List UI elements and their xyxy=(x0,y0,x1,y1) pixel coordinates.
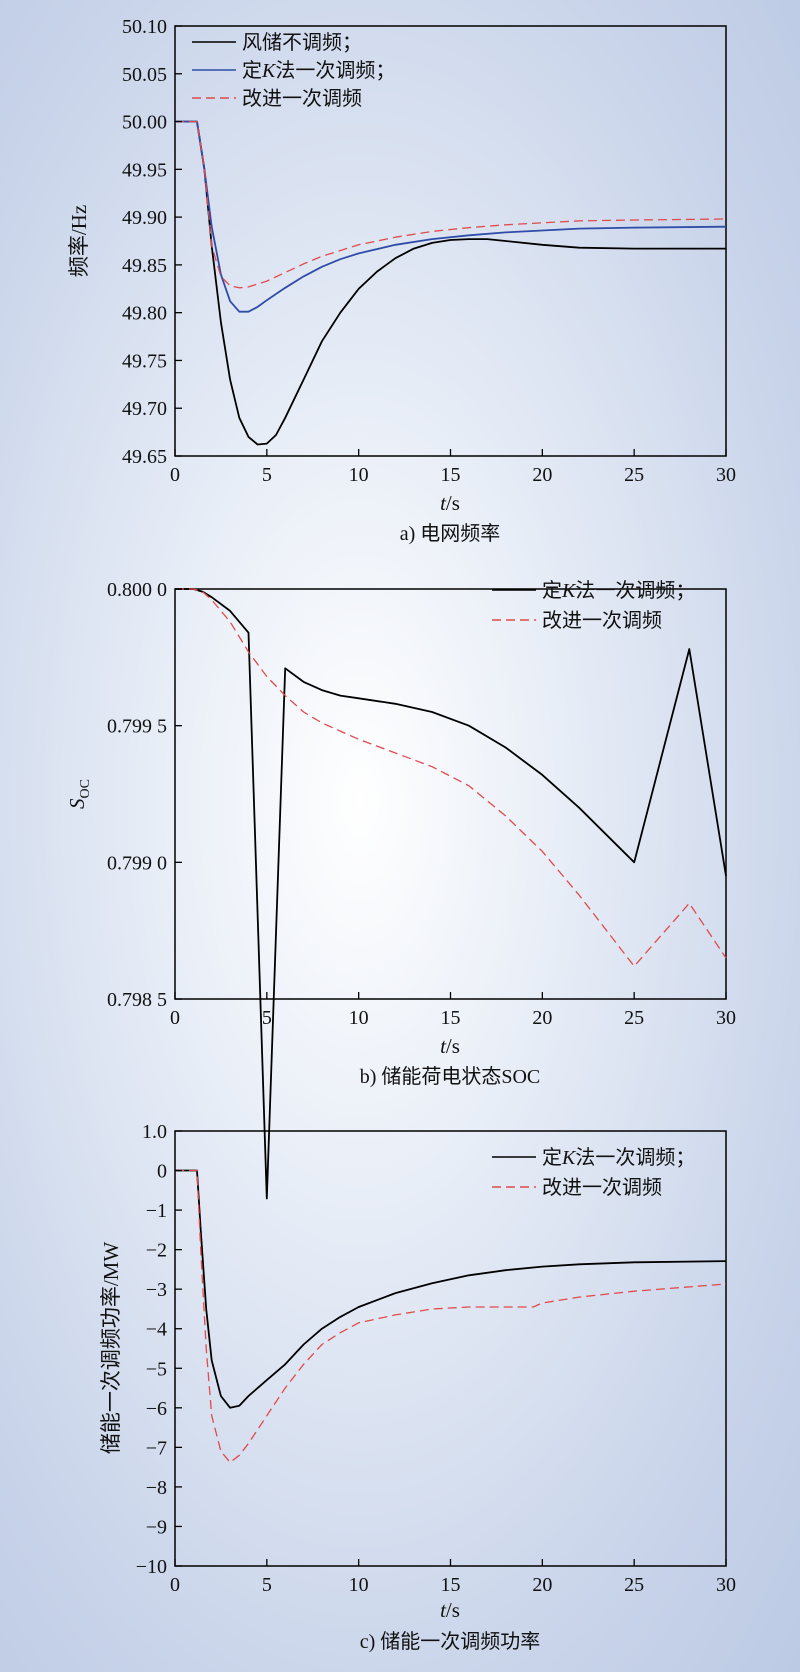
ticks-layer-c: 0 5 10 15 20 25 30 1.0 0 −1 −2 −3 −4 −5 −6 −7 −8 −9 −10 xyxy=(136,1121,736,1596)
series-line-a-1 xyxy=(175,120,727,313)
y-tick-label: 49.90 xyxy=(122,207,167,229)
x-tick-label: 25 xyxy=(624,1574,644,1596)
y-tick-label: 50.05 xyxy=(122,64,167,86)
x-axis-label-c: t/s xyxy=(440,1598,460,1622)
panel-b-soc: 0 5 10 15 20 25 30 0.800 0 0.799 5 0.799 0 0.798 5… xyxy=(65,579,736,1200)
legend-label: 改进一次调频 xyxy=(542,1176,662,1199)
y-tick-label: 49.65 xyxy=(122,446,167,468)
panel-c-power: 0 5 10 15 20 25 30 1.0 0 −1 −2 −3 −4 −5 −6 −7 −8 −9 −10 t/… xyxy=(99,1121,736,1653)
x-tick-label: 10 xyxy=(349,1007,369,1029)
y-tick-label: 49.85 xyxy=(122,255,167,277)
series-line-b-1 xyxy=(175,588,727,967)
caption-b: b) 储能荷电状态SOC xyxy=(360,1065,541,1088)
y-tick-label: −10 xyxy=(136,1556,167,1578)
x-tick-label: 30 xyxy=(716,464,736,486)
legend-a: 风储不调频； 定K法一次调频； 改进一次调频 xyxy=(192,31,395,110)
x-tick-label: 30 xyxy=(716,1007,736,1029)
series-layer-c xyxy=(175,1169,727,1464)
y-tick-label: 0.798 5 xyxy=(107,989,167,1011)
y-tick-label: −7 xyxy=(146,1437,167,1459)
x-tick-label: 10 xyxy=(349,464,369,486)
y-tick-label: −8 xyxy=(146,1477,167,1499)
y-axis-label-b: SOC xyxy=(65,779,93,809)
y-tick-label: 0.799 5 xyxy=(107,716,167,738)
x-tick-label: 20 xyxy=(532,1574,552,1596)
x-tick-label: 30 xyxy=(716,1574,736,1596)
y-tick-label: −6 xyxy=(146,1398,167,1420)
y-tick-label: 49.75 xyxy=(122,350,167,372)
y-tick-label: 0 xyxy=(157,1161,167,1183)
y-tick-label: 50.10 xyxy=(122,16,167,38)
x-tick-label: 5 xyxy=(262,1007,272,1029)
series-layer-a xyxy=(175,120,727,446)
y-tick-label: −2 xyxy=(146,1240,167,1262)
legend-label: 定K法一次调频； xyxy=(542,1146,695,1169)
ticks-layer-a: 0 5 10 15 20 25 30 50.10 50.05 50.00 49.95 49.90 49.… xyxy=(122,16,736,486)
panel-a-frequency: 0 5 10 15 20 25 30 50.10 50.05 50.00 49.95 49.90 49.… xyxy=(67,16,736,545)
ticks-layer-b: 0 5 10 15 20 25 30 0.800 0 0.799 5 0.799 0 0.798 5 xyxy=(107,579,736,1029)
series-line-b-0 xyxy=(175,588,727,1200)
series-layer-b xyxy=(175,588,727,1200)
y-tick-label: −3 xyxy=(146,1279,167,1301)
series-line-a-2 xyxy=(175,120,727,289)
x-tick-label: 10 xyxy=(349,1574,369,1596)
y-tick-label: 50.00 xyxy=(122,112,167,134)
y-tick-label: −4 xyxy=(146,1319,167,1341)
legend-label: 改进一次调频 xyxy=(242,87,362,110)
x-tick-label: 5 xyxy=(262,464,272,486)
x-axis-label-a: t/s xyxy=(440,491,460,515)
y-tick-label: −1 xyxy=(146,1200,167,1222)
y-tick-label: 0.800 0 xyxy=(107,579,167,601)
x-tick-label: 0 xyxy=(170,1007,180,1029)
caption-c: c) 储能一次调频功率 xyxy=(360,1630,541,1653)
y-tick-label: −5 xyxy=(146,1358,167,1380)
legend-c: 定K法一次调频； 改进一次调频 xyxy=(492,1146,695,1199)
x-tick-label: 20 xyxy=(532,464,552,486)
y-tick-label: 0.799 0 xyxy=(107,852,167,874)
y-tick-label: 49.95 xyxy=(122,159,167,181)
x-tick-label: 5 xyxy=(262,1574,272,1596)
legend-label: 改进一次调频 xyxy=(542,609,662,632)
y-axis-label-a: 频率/Hz xyxy=(67,205,91,277)
x-tick-label: 15 xyxy=(441,464,461,486)
y-tick-label: 49.80 xyxy=(122,303,167,325)
series-line-c-0 xyxy=(175,1169,727,1409)
x-tick-label: 25 xyxy=(624,1007,644,1029)
legend-b: 定K法一次调频； 改进一次调频 xyxy=(492,579,695,632)
y-tick-label: 49.70 xyxy=(122,398,167,420)
caption-a: a) 电网频率 xyxy=(400,522,501,545)
y-axis-label-c: 储能一次调频功率/MW xyxy=(99,1242,123,1455)
x-tick-label: 15 xyxy=(441,1007,461,1029)
series-line-c-1 xyxy=(175,1169,727,1464)
x-tick-label: 0 xyxy=(170,464,180,486)
x-tick-label: 25 xyxy=(624,464,644,486)
legend-label: 定K法一次调频； xyxy=(242,59,395,82)
x-tick-label: 15 xyxy=(441,1574,461,1596)
x-tick-label: 0 xyxy=(170,1574,180,1596)
legend-label: 定K法一次调频； xyxy=(542,579,695,602)
x-axis-label-b: t/s xyxy=(440,1034,460,1058)
series-line-a-0 xyxy=(175,120,726,446)
legend-label: 风储不调频； xyxy=(242,31,362,54)
y-tick-label: 1.0 xyxy=(142,1121,167,1143)
x-tick-label: 20 xyxy=(532,1007,552,1029)
y-tick-label: −9 xyxy=(146,1516,167,1538)
